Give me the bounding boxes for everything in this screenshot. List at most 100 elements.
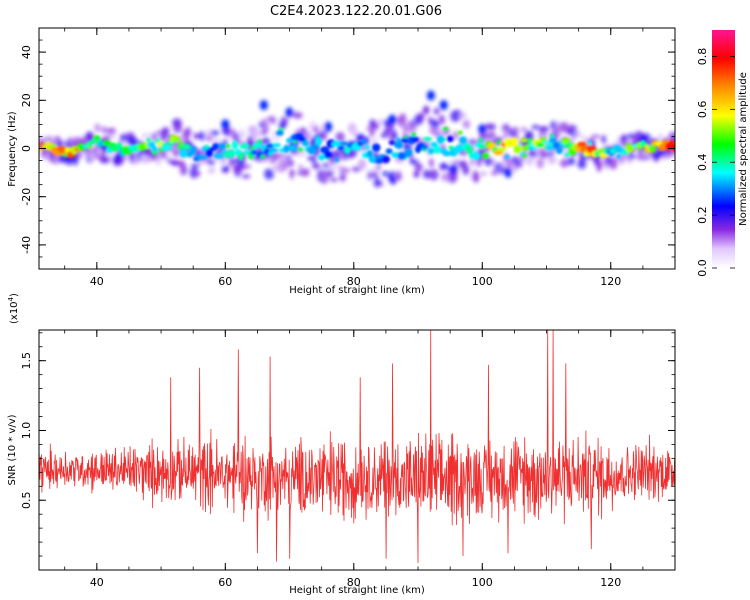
spectrogram-core-blob: [324, 151, 332, 159]
spectrogram-halo-blob: [590, 134, 601, 139]
snr-series-line: [39, 330, 675, 564]
spectrogram-core-blob: [231, 140, 239, 150]
x-tick-label: 120: [600, 275, 621, 288]
spectrogram-halo-blob: [376, 119, 385, 124]
spectrogram-core-blob: [471, 151, 481, 160]
spectrogram-halo-blob: [428, 169, 439, 181]
spectrogram-core-blob: [268, 148, 279, 153]
spectrogram-core-blob: [288, 144, 298, 152]
spectrogram-halo-blob: [141, 133, 149, 139]
spectrogram-halo-blob: [101, 127, 108, 134]
spectrogram-core-blob: [372, 143, 381, 152]
y-tick-label: 0: [20, 145, 33, 152]
snr-frame: [38, 329, 676, 571]
spectrogram-halo-blob: [264, 168, 274, 180]
spectrogram-outlier-blob: [221, 119, 230, 130]
spectrogram-core-blob: [283, 144, 290, 154]
spectrogram-halo-blob: [414, 162, 423, 172]
spectrogram-core-blob: [517, 146, 525, 153]
spectrogram-halo-blob: [207, 167, 213, 175]
x-tick-label: 60: [218, 275, 232, 288]
spectrogram-halo-blob: [610, 156, 618, 163]
spectrogram-halo-blob: [662, 154, 671, 159]
spectrogram-halo-blob: [88, 149, 94, 161]
spectrogram-core-blob: [218, 143, 226, 150]
spectrogram-core-blob: [101, 140, 111, 146]
spectrogram-core-blob: [253, 142, 262, 149]
spectrogram-halo-blob: [302, 131, 312, 140]
spectrogram-core-blob: [410, 136, 419, 143]
spectrogram-halo-blob: [159, 153, 168, 159]
svg-text:(x104): (x104): [7, 293, 20, 324]
spectrogram-core-blob: [151, 145, 158, 153]
spectrogram-halo-blob: [369, 126, 375, 138]
spectrogram-core-blob: [549, 137, 557, 143]
spectrogram-halo-blob: [298, 164, 303, 172]
spectrogram-core-blob: [366, 150, 374, 158]
spectrogram-core-blob: [395, 137, 401, 142]
spectrogram-halo-blob: [413, 171, 420, 178]
spectrogram-core-blob: [344, 145, 351, 155]
spectrogram-halo-blob: [422, 106, 430, 115]
spectrogram-halo-blob: [470, 157, 475, 167]
spectrogram-core-blob: [318, 154, 326, 161]
spectrogram-core-blob: [90, 138, 97, 144]
spectrogram-core-blob: [298, 137, 307, 142]
snr-xlabel: Height of straight line (km): [289, 585, 425, 596]
colorbar-label: Normalized spectral amplitude: [738, 72, 749, 226]
spectrogram-core-blob: [436, 135, 445, 144]
spectrogram-halo-blob: [94, 123, 101, 133]
spectrogram-core-blob: [535, 142, 545, 147]
spectrogram-halo-blob: [376, 163, 381, 171]
spectrogram-halo-blob: [238, 129, 246, 139]
spectrogram-halo-blob: [101, 135, 112, 142]
spectrogram-halo-blob: [438, 114, 446, 126]
spectrogram-core-blob: [87, 144, 93, 149]
spectrogram-halo-blob: [111, 133, 116, 140]
spectrogram-halo-blob: [433, 107, 440, 115]
spectrogram-core-blob: [260, 154, 266, 159]
spectrogram-halo-blob: [601, 134, 607, 144]
spectrogram-core-blob: [204, 144, 210, 149]
spectrogram-halo-blob: [94, 150, 99, 160]
snr-panel: 40 60 80 100 120 0.5 1.0 1.5 Height of straight…: [7, 293, 676, 596]
spectrogram-halo-blob: [462, 119, 471, 129]
x-tick-label: 40: [90, 275, 104, 288]
spectrogram-halo-blob: [573, 130, 582, 138]
spectrogram-core-blob: [173, 137, 181, 143]
spectrogram-core-blob: [250, 149, 259, 156]
spectrogram-halo-blob: [484, 157, 494, 166]
spectrogram-core-blob: [198, 155, 208, 160]
spectrogram-outlier-blob: [259, 100, 268, 111]
spectrogram-core-blob: [397, 152, 407, 160]
spectrogram-core-blob: [496, 140, 502, 145]
spectrogram-halo-blob: [486, 123, 497, 131]
spectrogram-halo-blob: [627, 154, 637, 159]
spectrogram-core-blob: [225, 144, 231, 149]
spectrogram-halo-blob: [357, 158, 367, 171]
y-tick-label: 0.5: [20, 491, 33, 509]
spectrogram-core-blob: [385, 148, 393, 155]
spectrogram-halo-blob: [377, 181, 384, 187]
spectrogram-outlier-blob: [285, 107, 294, 118]
x-tick-label: 80: [347, 275, 361, 288]
spectrogram-core-blob: [539, 137, 547, 142]
spectrogram-halo-blob: [267, 115, 277, 123]
spectrogram-halo-blob: [312, 159, 317, 165]
spectrogram-core-blob: [238, 152, 245, 158]
spectrogram-halo-blob: [288, 170, 296, 176]
spectrogram-halo-blob: [264, 123, 269, 134]
y-tick-label: 20: [20, 93, 33, 107]
spectrogram-core-blob: [587, 141, 593, 146]
spectrogram-halo-blob: [195, 170, 201, 177]
colorbar-ticks: 0.0 0.2 0.4 0.6 0.8: [696, 48, 735, 277]
spectrogram-core-blob: [545, 145, 555, 151]
snr-background: [39, 330, 675, 570]
x-tick-label: 40: [90, 576, 104, 589]
spectrogram-halo-blob: [241, 174, 251, 179]
spectrogram-panel: 40 60 80 100 120 -40 -20 0 20 40 Height of straig…: [7, 27, 676, 296]
spectrogram-halo-blob: [252, 129, 263, 137]
spectrogram-halo-blob: [513, 162, 523, 168]
colorbar-tick-label: 0.2: [696, 206, 709, 224]
spectrogram-halo-blob: [452, 131, 460, 140]
